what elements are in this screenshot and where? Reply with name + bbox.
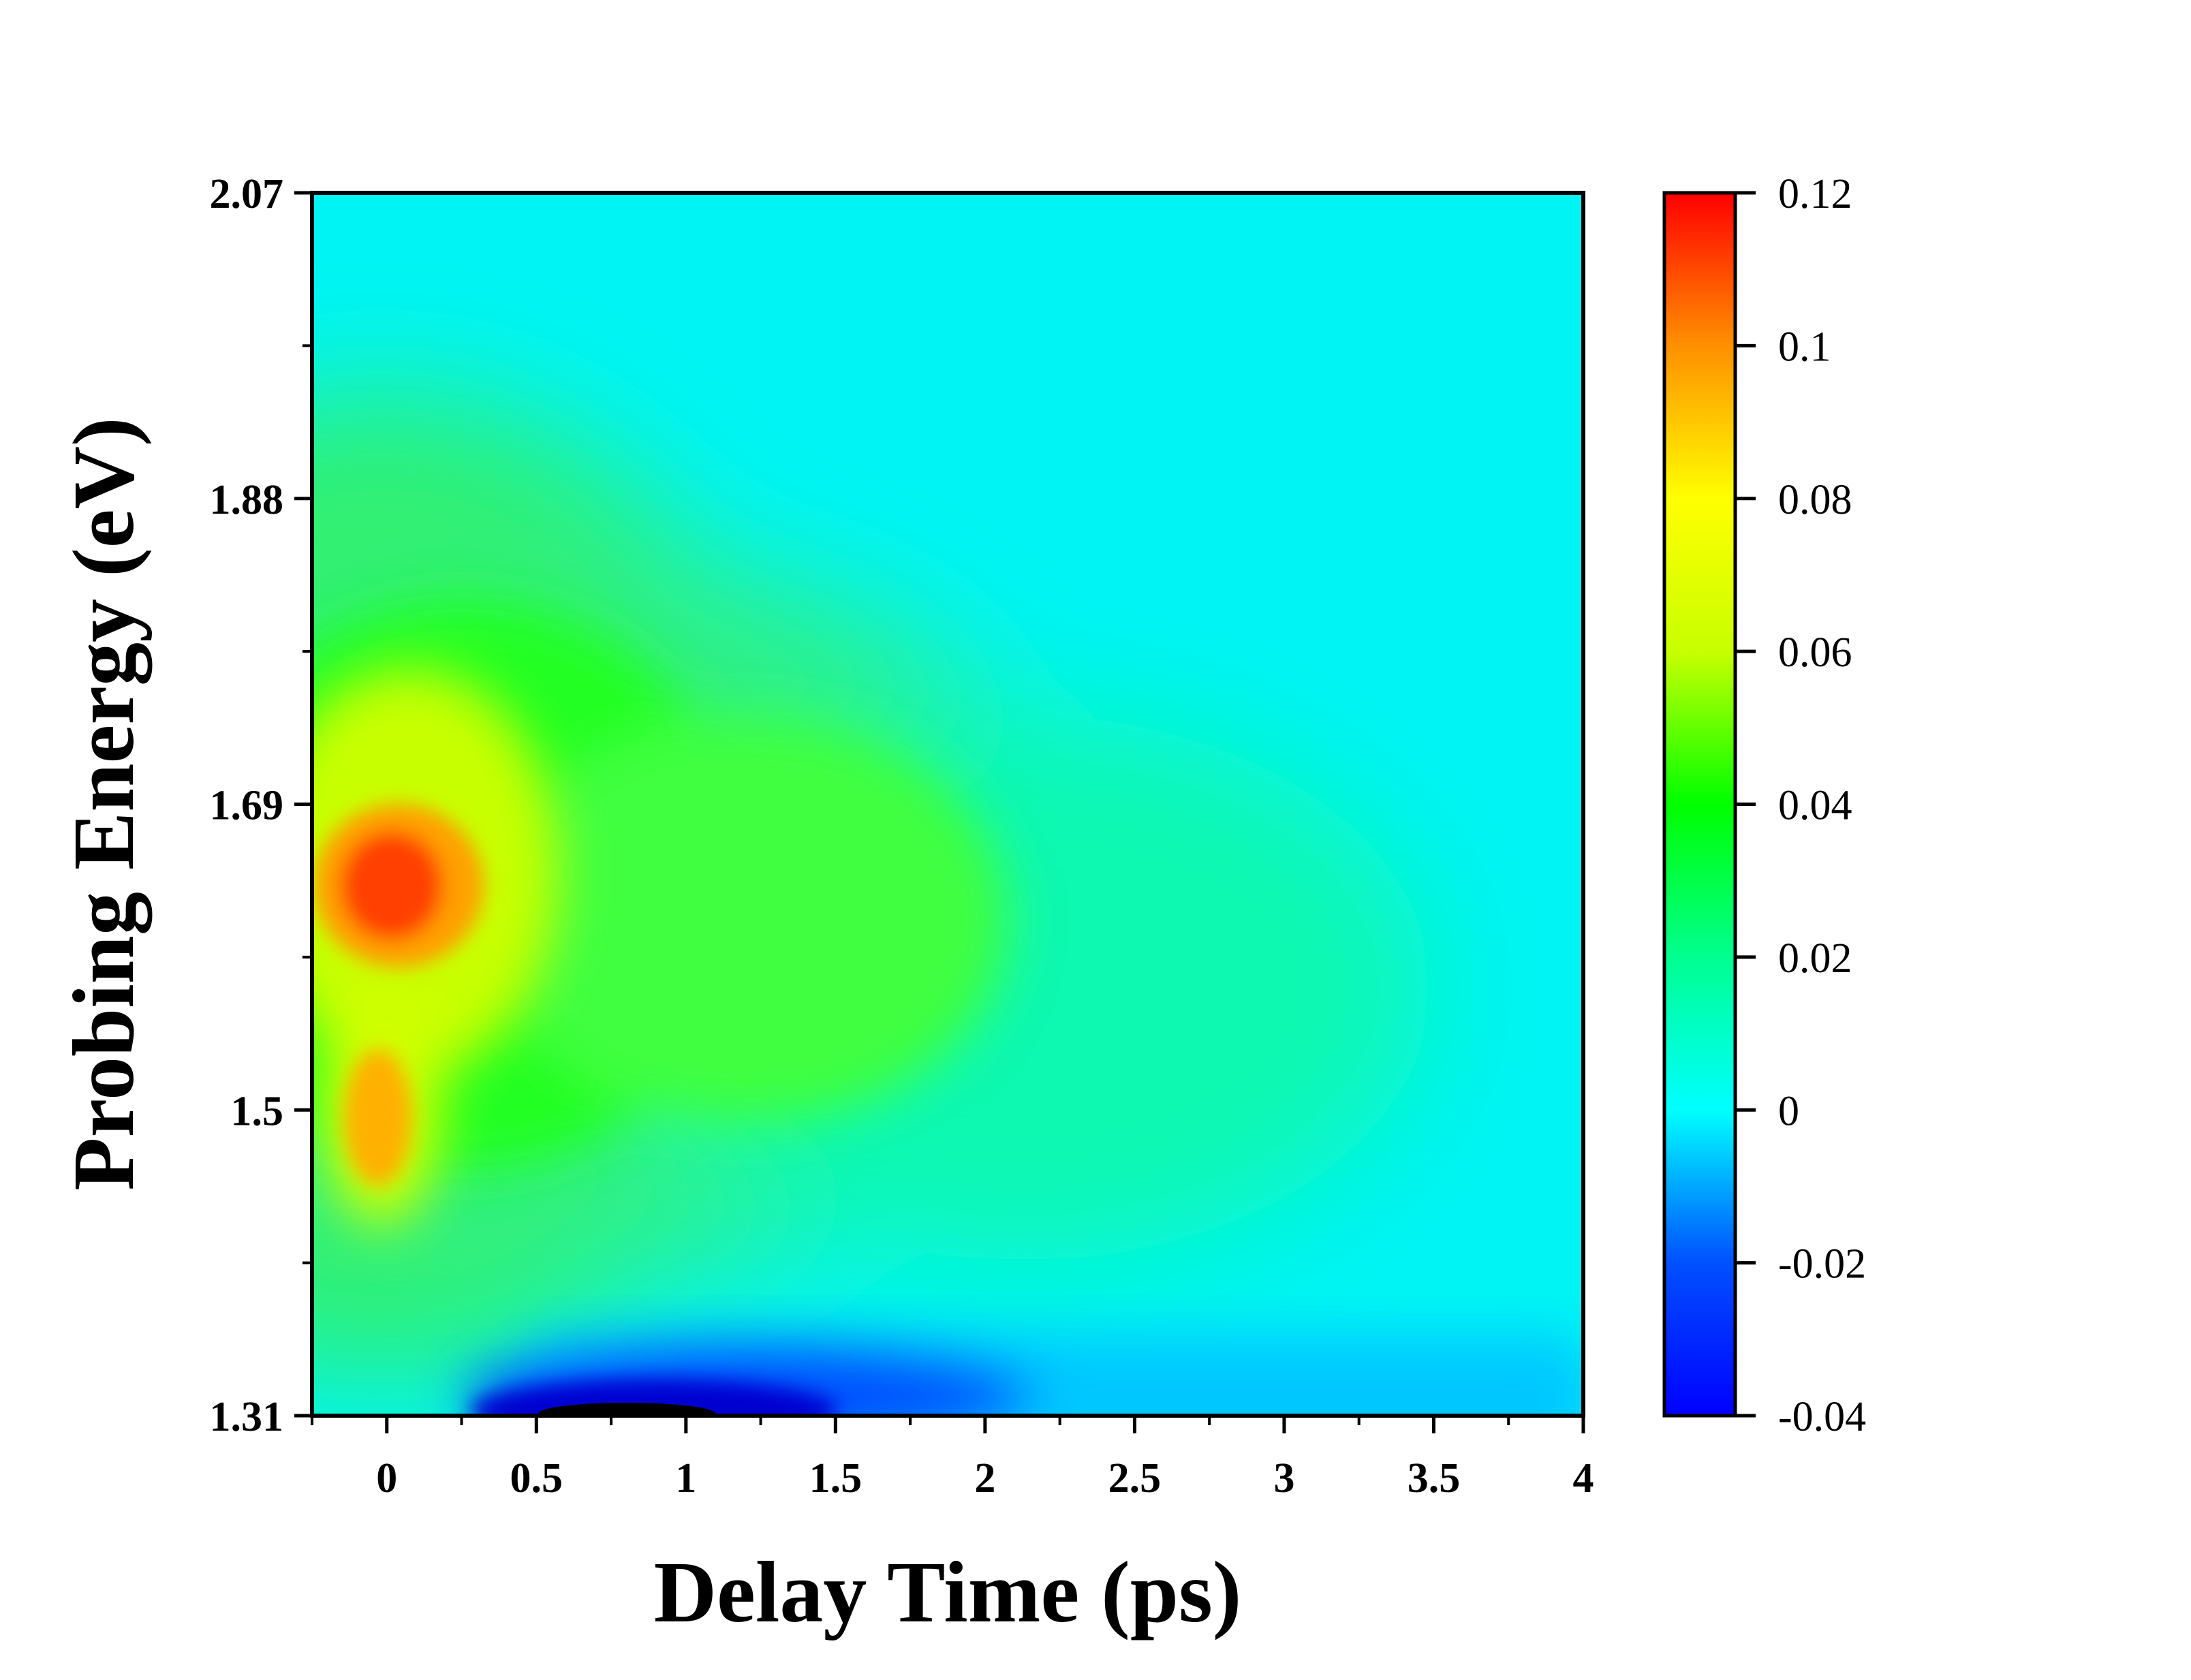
peak-lower xyxy=(344,1049,412,1185)
x-axis-title: Delay Time (ps) xyxy=(654,1544,1242,1640)
colorbar-tick-label: 0.12 xyxy=(1778,171,1852,217)
y-tick-label: 1.88 xyxy=(210,477,284,523)
x-tick-label: 4 xyxy=(1573,1455,1594,1502)
x-tick-label: 2 xyxy=(974,1455,995,1502)
x-tick-label: 3.5 xyxy=(1408,1455,1461,1502)
colorbar-tick-label: 0 xyxy=(1778,1088,1799,1134)
colorbar-tick-label: 0.06 xyxy=(1778,629,1852,676)
colorbar: -0.04 -0.02 0 0.02 0.04 0.06 0.08 0.1 0.12 xyxy=(1662,171,1866,1440)
heatmap-peak-region xyxy=(313,804,484,1185)
x-tick-label: 0.5 xyxy=(510,1455,563,1502)
y-axis: 1.31 1.5 1.69 1.88 2.07 xyxy=(210,171,312,1440)
x-tick-label: 2.5 xyxy=(1108,1455,1162,1502)
colorbar-tick-label: 0.02 xyxy=(1778,935,1852,982)
minimum-feature xyxy=(538,1403,715,1416)
x-tick-label: 1.5 xyxy=(809,1455,863,1502)
x-tick-label: 3 xyxy=(1273,1455,1294,1502)
colorbar-tick-label: 0.08 xyxy=(1778,477,1852,523)
y-tick-label: 1.69 xyxy=(210,783,284,829)
heatmap-negative-region xyxy=(463,1335,1583,1416)
x-tick-label: 0 xyxy=(376,1455,397,1502)
colorbar-tick-label: 0.04 xyxy=(1778,783,1852,829)
x-tick-label: 1 xyxy=(675,1455,696,1502)
y-tick-label: 2.07 xyxy=(210,171,284,217)
x-axis: 0 0.5 1 1.5 2 2.5 3 3.5 4 xyxy=(311,1416,1594,1502)
colorbar-tick-label: 0.1 xyxy=(1778,324,1831,370)
y-tick-label: 1.5 xyxy=(231,1088,284,1134)
y-axis-title: Probing Energy (eV) xyxy=(55,417,152,1190)
colorbar-tick-label: -0.04 xyxy=(1778,1394,1866,1440)
y-tick-label: 1.31 xyxy=(210,1394,284,1440)
plot-area xyxy=(312,193,1583,1416)
colorbar-tick-label: -0.02 xyxy=(1778,1241,1866,1288)
colorbar-scale xyxy=(1662,191,1737,1418)
